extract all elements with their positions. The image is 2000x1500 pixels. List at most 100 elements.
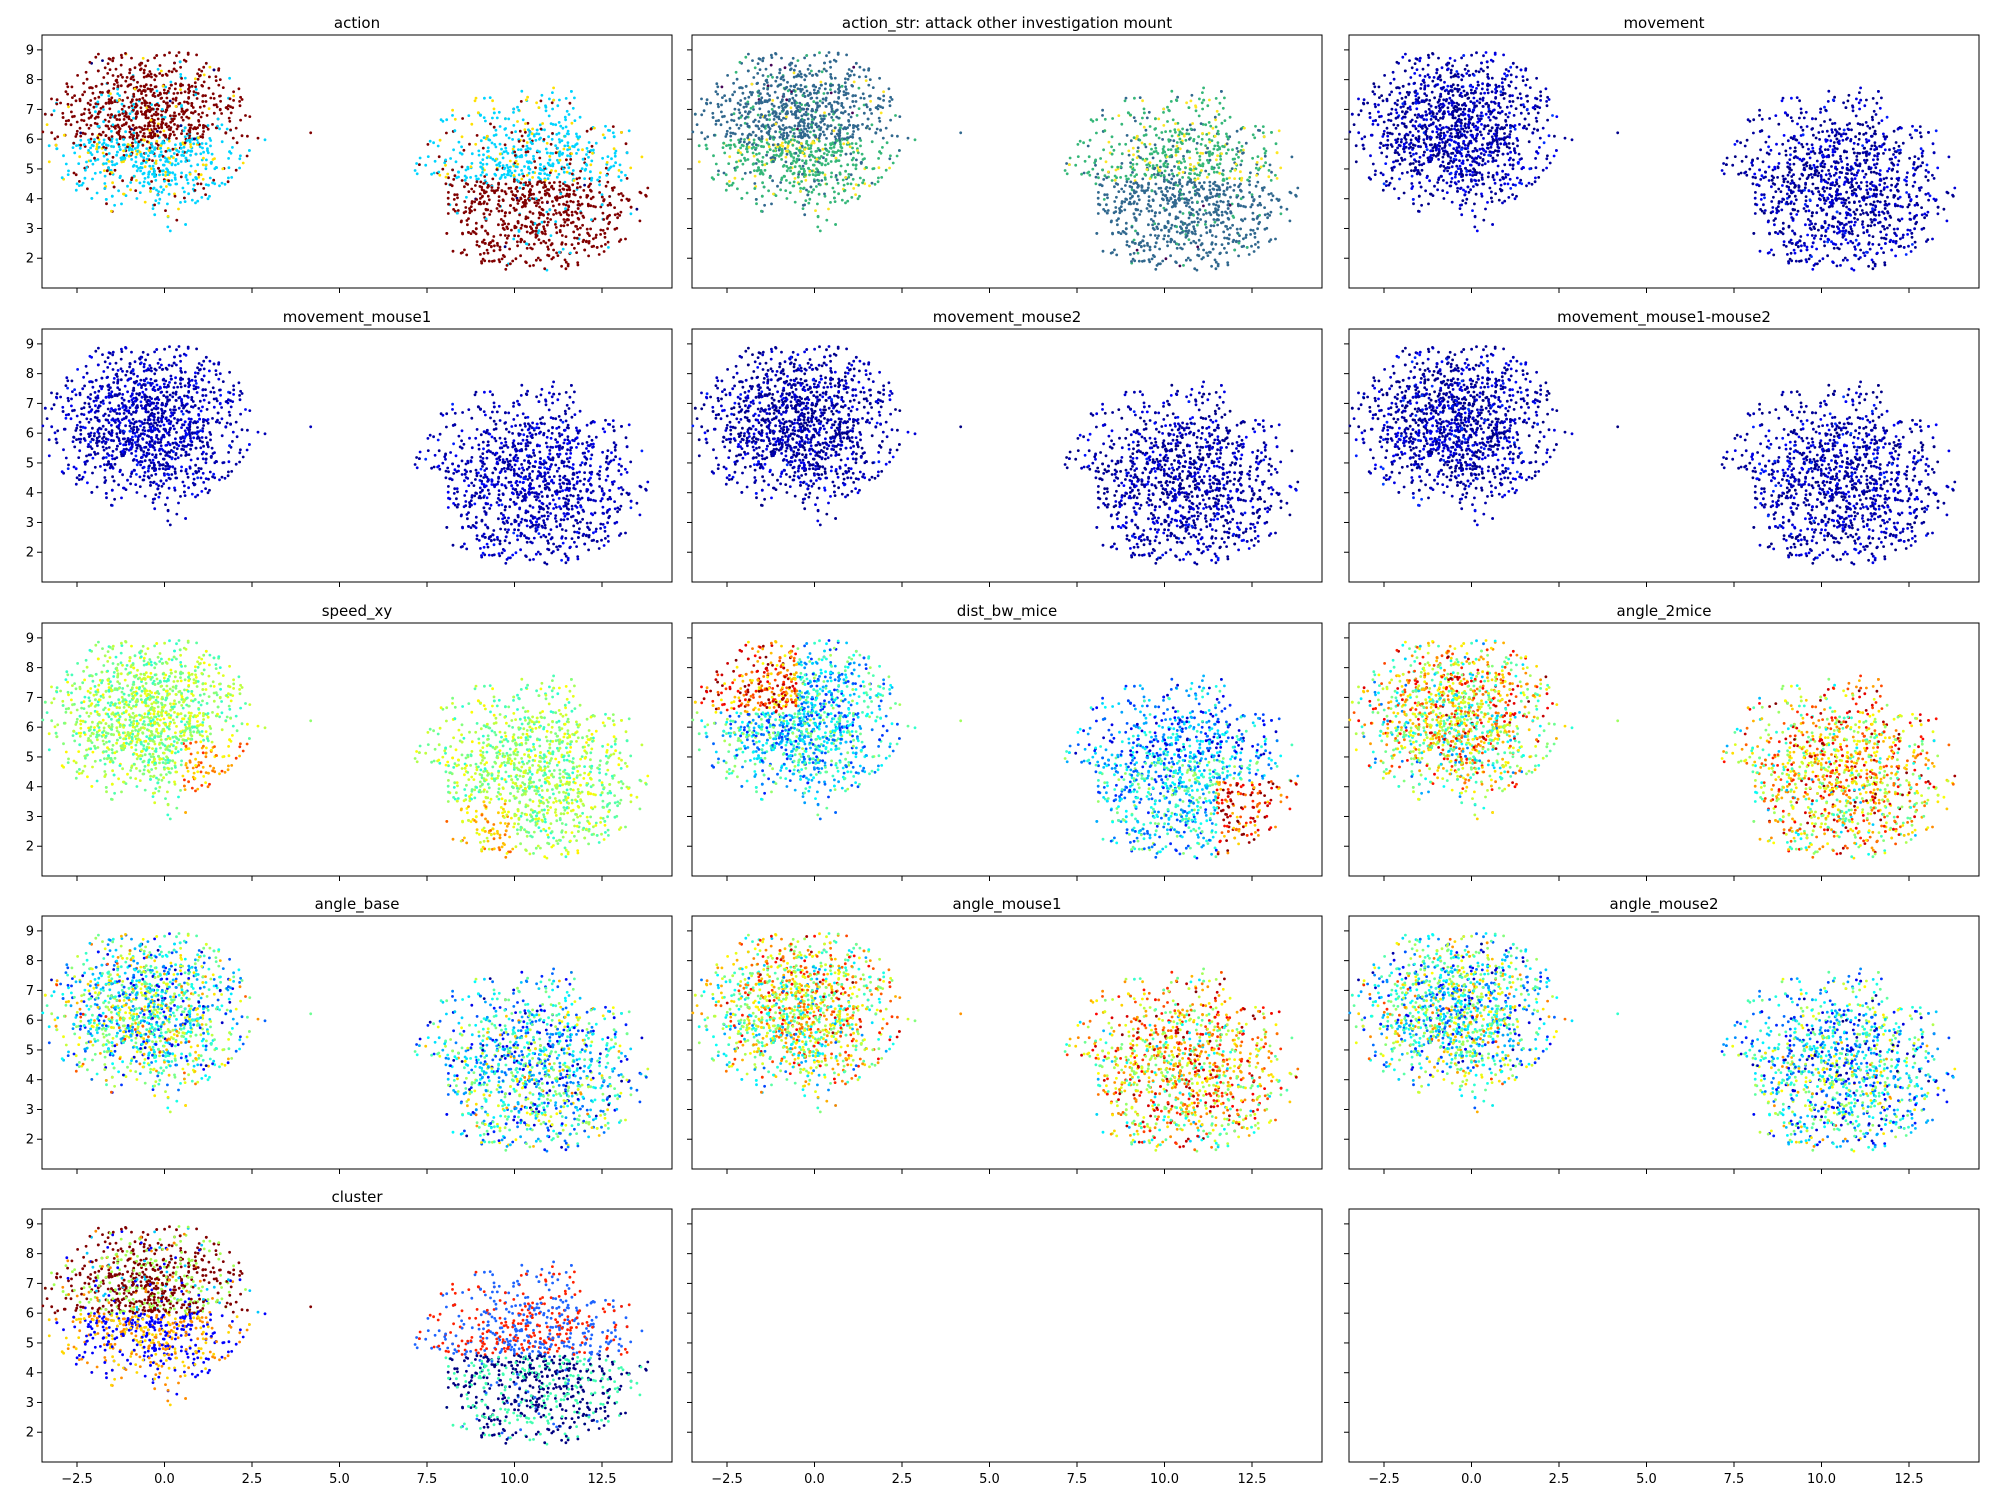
data-point <box>587 255 590 258</box>
data-point <box>200 173 203 176</box>
data-point <box>121 56 124 59</box>
data-point <box>116 151 119 154</box>
data-point <box>793 139 796 142</box>
data-point <box>122 193 125 196</box>
data-point <box>175 99 178 102</box>
data-point <box>771 179 774 182</box>
data-point <box>1161 260 1164 263</box>
data-point <box>811 170 814 173</box>
data-point <box>1157 118 1160 121</box>
data-point <box>843 184 846 187</box>
data-point <box>552 213 555 216</box>
data-point <box>48 160 51 163</box>
data-point <box>766 88 769 91</box>
data-point <box>739 103 742 106</box>
data-point <box>1136 249 1139 252</box>
data-point <box>829 66 832 69</box>
data-point <box>846 97 849 100</box>
data-point <box>1159 262 1162 265</box>
data-point <box>1233 177 1236 180</box>
data-point <box>111 171 114 174</box>
data-point <box>1185 101 1188 104</box>
data-point <box>1130 139 1133 142</box>
data-point <box>746 150 749 153</box>
data-point <box>813 89 816 92</box>
data-point <box>1253 136 1256 139</box>
data-point <box>552 249 555 252</box>
data-point <box>1162 198 1165 201</box>
data-point <box>89 140 92 143</box>
data-point <box>882 90 885 93</box>
data-point <box>75 144 78 147</box>
data-point <box>1204 223 1207 226</box>
data-point <box>121 99 124 102</box>
data-point <box>1208 203 1211 206</box>
data-point <box>713 134 716 137</box>
data-point <box>814 116 817 119</box>
data-point <box>154 155 157 158</box>
data-point <box>556 104 559 107</box>
data-point <box>175 159 178 162</box>
data-point <box>594 218 597 221</box>
data-point <box>569 162 572 165</box>
data-point <box>55 103 58 106</box>
data-point <box>620 211 623 214</box>
data-point <box>878 117 881 120</box>
data-point <box>1228 233 1231 236</box>
data-point <box>480 174 483 177</box>
data-point <box>1248 183 1251 186</box>
data-point <box>607 241 610 244</box>
data-point <box>698 144 701 147</box>
data-point <box>1212 211 1215 214</box>
data-point <box>88 111 91 114</box>
data-point <box>488 198 491 201</box>
data-point <box>786 146 789 149</box>
data-point <box>166 158 169 161</box>
data-point <box>845 127 848 130</box>
data-point <box>173 134 176 137</box>
data-point <box>440 118 443 121</box>
data-point <box>837 192 840 195</box>
data-point <box>183 191 186 194</box>
data-point <box>514 154 517 157</box>
data-point <box>180 176 183 179</box>
data-point <box>161 191 164 194</box>
data-point <box>95 116 98 119</box>
data-point <box>811 74 814 77</box>
data-point <box>1147 182 1150 185</box>
data-point <box>447 212 450 215</box>
data-point <box>1227 200 1230 203</box>
data-point <box>1163 234 1166 237</box>
data-point <box>126 185 129 188</box>
data-point <box>491 117 494 120</box>
data-point <box>1205 133 1208 136</box>
data-point <box>520 238 523 241</box>
data-point <box>526 247 529 250</box>
data-point <box>1196 173 1199 176</box>
data-point <box>194 93 197 96</box>
data-point <box>830 110 833 113</box>
data-point <box>1267 175 1270 178</box>
data-point <box>105 134 108 137</box>
data-point <box>543 138 546 141</box>
data-point <box>441 168 444 171</box>
data-point <box>892 162 895 165</box>
data-point <box>221 123 224 126</box>
data-point <box>1111 117 1114 120</box>
data-point <box>119 127 122 130</box>
data-point <box>752 76 755 79</box>
data-point <box>626 177 629 180</box>
data-point <box>175 105 178 108</box>
data-point <box>232 95 235 98</box>
data-point <box>839 154 842 157</box>
data-point <box>833 101 836 104</box>
data-point <box>732 82 735 85</box>
data-point <box>1166 199 1169 202</box>
data-point <box>855 164 858 167</box>
data-point <box>544 233 547 236</box>
data-point <box>498 199 501 202</box>
data-point <box>1099 183 1102 186</box>
data-point <box>1245 142 1248 145</box>
data-point <box>184 126 187 129</box>
data-point <box>581 167 584 170</box>
